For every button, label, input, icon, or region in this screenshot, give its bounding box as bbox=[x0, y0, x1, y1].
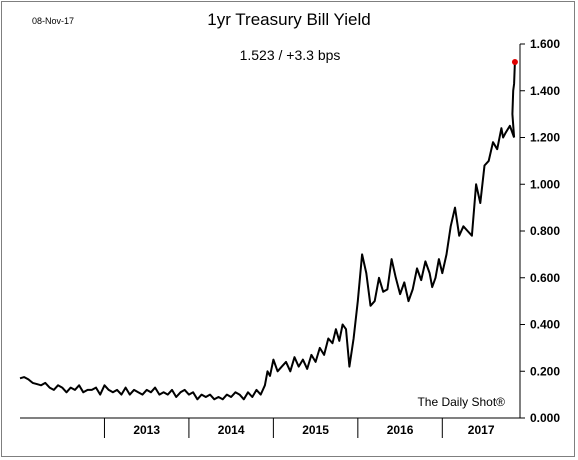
x-tick-label: 2013 bbox=[133, 423, 160, 437]
series-line bbox=[19, 124, 516, 401]
chart-title: 1yr Treasury Bill Yield bbox=[207, 10, 370, 29]
x-tick-label: 2017 bbox=[468, 423, 495, 437]
last-point-marker bbox=[511, 58, 518, 65]
y-tick-label: 1.600 bbox=[530, 37, 560, 51]
x-tick-label: 2016 bbox=[387, 423, 414, 437]
y-tick-label: 1.200 bbox=[530, 131, 560, 145]
y-tick-label: 1.000 bbox=[530, 177, 560, 191]
y-tick-label: 0.400 bbox=[530, 318, 560, 332]
x-tick-label: 2015 bbox=[302, 423, 329, 437]
series-layer bbox=[19, 58, 518, 401]
y-tick-label: 0.800 bbox=[530, 224, 560, 238]
y-tick-label: 0.200 bbox=[530, 364, 560, 378]
y-tick-label: 1.400 bbox=[530, 84, 560, 98]
x-tick-label: 2014 bbox=[218, 423, 245, 437]
y-tick-label: 0.600 bbox=[530, 271, 560, 285]
chart-date: 08-Nov-17 bbox=[32, 16, 74, 26]
chart-credit: The Daily Shot® bbox=[417, 395, 505, 409]
chart-subtitle: 1.523 / +3.3 bps bbox=[240, 47, 341, 63]
y-tick-label: 0.000 bbox=[530, 411, 560, 425]
series-line-tail bbox=[511, 61, 516, 138]
axis-layer: 0.000 0.200 0.400 0.600 0.800 1.000 1.200 1.400… bbox=[20, 37, 560, 438]
